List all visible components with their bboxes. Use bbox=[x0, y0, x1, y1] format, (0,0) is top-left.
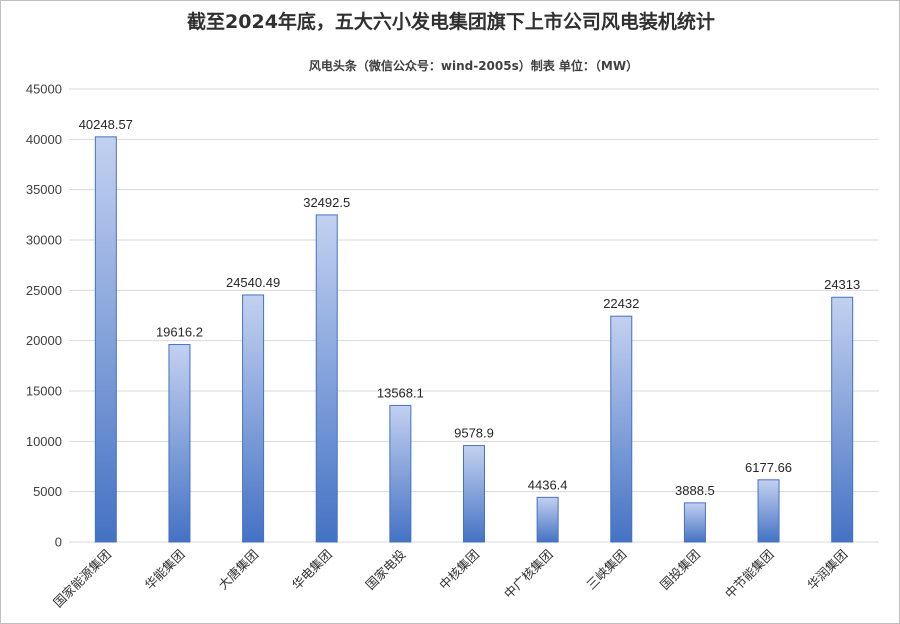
data-label: 4436.4 bbox=[528, 477, 568, 492]
y-tick-label: 10000 bbox=[26, 434, 62, 449]
y-axis-ticks: 0 5000 10000 15000 20000 25000 30000 35000 40000… bbox=[26, 82, 62, 550]
y-tick-label: 20000 bbox=[26, 333, 62, 348]
x-category-label: 大唐集团 bbox=[215, 547, 261, 593]
y-tick-label: 30000 bbox=[26, 233, 62, 248]
y-tick-label: 0 bbox=[55, 535, 62, 550]
data-label: 6177.66 bbox=[745, 460, 792, 475]
gridlines bbox=[69, 88, 879, 543]
data-label: 13568.1 bbox=[377, 385, 424, 400]
bar bbox=[683, 502, 706, 543]
data-label: 24540.49 bbox=[226, 275, 280, 290]
x-category-label: 国投集团 bbox=[657, 547, 703, 593]
y-tick-label: 40000 bbox=[26, 132, 62, 147]
y-tick-label: 45000 bbox=[26, 82, 62, 97]
y-tick-label: 5000 bbox=[33, 484, 62, 499]
bar bbox=[242, 294, 265, 543]
x-category-label: 三峡集团 bbox=[583, 547, 629, 593]
data-label: 19616.2 bbox=[156, 325, 203, 340]
x-category-label: 国家能源集团 bbox=[50, 547, 114, 611]
data-label: 3888.5 bbox=[675, 483, 715, 498]
x-category-label: 国家电投 bbox=[363, 547, 409, 593]
y-tick-label: 35000 bbox=[26, 182, 62, 197]
bar bbox=[94, 136, 117, 543]
data-label: 32492.5 bbox=[303, 195, 350, 210]
x-category-label: 中广核集团 bbox=[501, 547, 556, 602]
bar bbox=[315, 214, 338, 543]
data-label: 40248.57 bbox=[79, 117, 133, 132]
bar bbox=[610, 315, 633, 543]
data-label: 9578.9 bbox=[454, 426, 494, 441]
bar bbox=[831, 296, 854, 543]
x-category-label: 华润集团 bbox=[804, 547, 850, 593]
data-label: 22432 bbox=[603, 296, 639, 311]
y-tick-label: 25000 bbox=[26, 283, 62, 298]
bars bbox=[94, 136, 854, 543]
bar bbox=[168, 344, 191, 543]
bar bbox=[463, 445, 485, 543]
x-axis-labels: 国家能源集团 华能集团 大唐集团 华电集团 国家电投 中核集团 中广核集团 三峡集团 国投集团中… bbox=[50, 547, 850, 611]
data-label: 24313 bbox=[824, 277, 860, 292]
y-tick-label: 15000 bbox=[26, 384, 62, 399]
x-category-label: 华电集团 bbox=[289, 547, 335, 593]
x-category-label: 中核集团 bbox=[436, 547, 482, 593]
chart-title: 截至2024年底，五大六小发电集团旗下上市公司风电装机统计 bbox=[187, 11, 715, 33]
chart-subtitle: 风电头条（微信公众号：wind-2005s）制表 单位：（MW） bbox=[308, 59, 639, 73]
bar bbox=[389, 404, 412, 543]
x-category-label: 中节能集团 bbox=[722, 547, 777, 602]
x-category-label: 华能集团 bbox=[142, 547, 188, 593]
bar bbox=[757, 479, 780, 543]
data-labels: 40248.57 19616.2 24540.49 32492.5 13568.1 957… bbox=[79, 117, 861, 498]
bar bbox=[536, 496, 559, 543]
